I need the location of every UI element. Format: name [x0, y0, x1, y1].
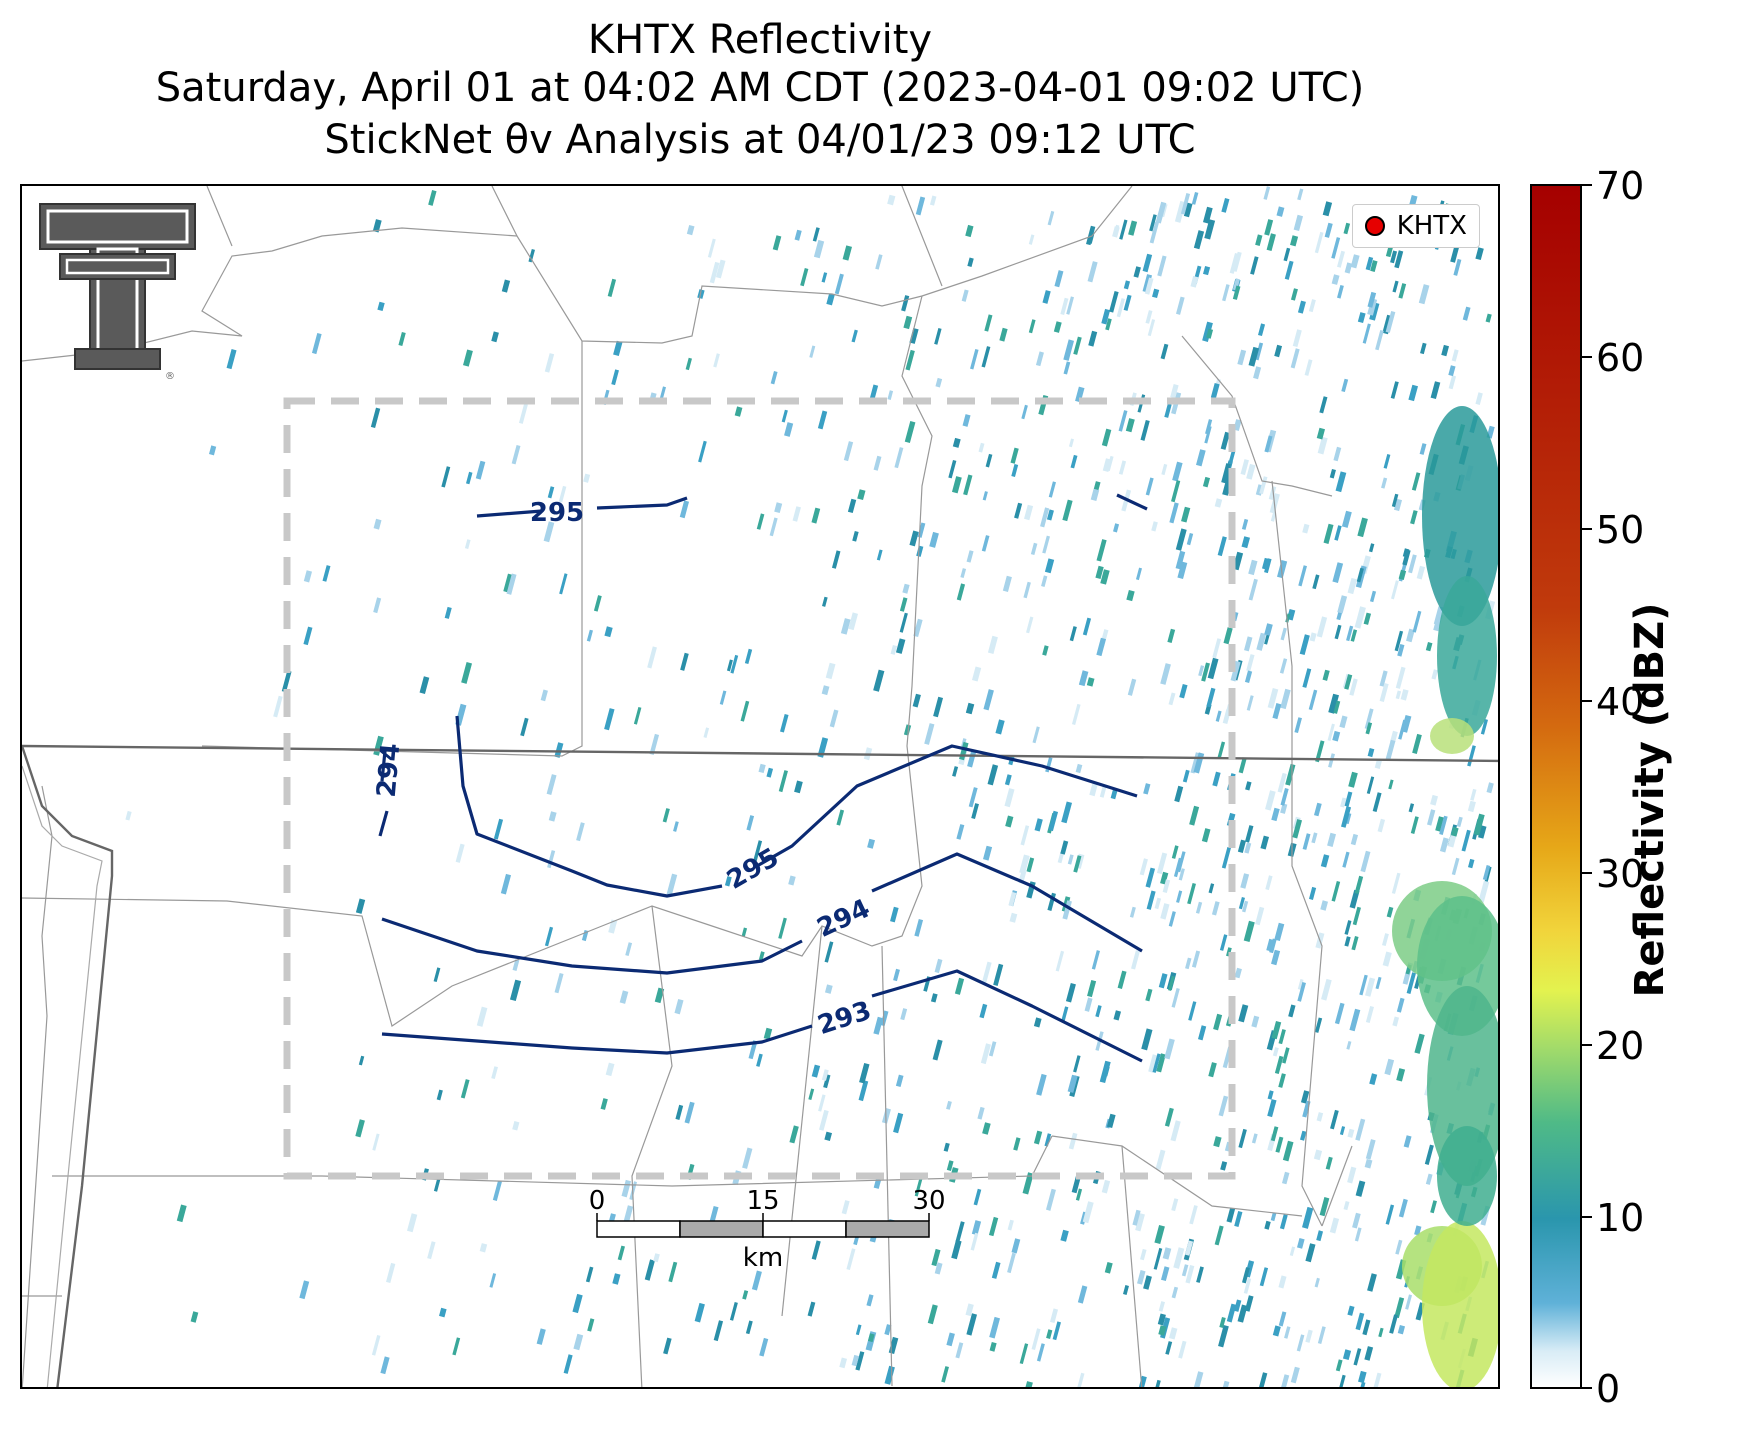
scale-tick-label: 0	[589, 1186, 606, 1216]
colorbar-title: Reflectivity (dBZ)	[1627, 602, 1673, 998]
colorbar-tick-label: 70	[1596, 164, 1645, 208]
colorbar-tick-label: 10	[1596, 1196, 1645, 1240]
contour-295-south	[756, 744, 1138, 868]
colorbar-tick-label: 20	[1596, 1024, 1645, 1068]
contour-label: 294	[813, 894, 875, 944]
scale-bar: 0 15 30 km	[589, 1186, 946, 1273]
radar-site-marker-icon	[1364, 216, 1385, 236]
contour-label: 295	[530, 498, 584, 528]
texas-tech-double-t-logo: ®	[39, 203, 196, 382]
title-analysis: StickNet θv Analysis at 04/01/23 09:12 U…	[324, 117, 1196, 163]
scale-tick-label: 15	[746, 1186, 779, 1216]
state-borders	[22, 744, 1498, 1387]
contour-294-south	[381, 852, 1143, 975]
colorbar-tick-label: 50	[1596, 508, 1645, 552]
legend-label: KHTX	[1396, 211, 1467, 241]
reflectivity-echoes	[125, 186, 1498, 1387]
contour-294-west	[378, 715, 723, 898]
colorbar-tick-label: 0	[1596, 1367, 1621, 1411]
colorbar-tick-label: 30	[1596, 852, 1645, 896]
state-border-inner	[22, 765, 103, 1387]
map-legend: KHTX	[1351, 204, 1480, 248]
map-canvas: 295 294 295 294 293 ® 0	[22, 186, 1498, 1387]
contour-labels: 295 294 295 294 293	[372, 498, 875, 1041]
colorbar-tick-label: 60	[1596, 336, 1645, 380]
contour-label: 294	[372, 742, 407, 799]
contour-293	[381, 969, 1143, 1063]
radar-map[interactable]: 295 294 295 294 293 ® 0	[20, 184, 1500, 1389]
contour-label: 295	[722, 843, 784, 896]
scale-tick-label: 30	[912, 1186, 945, 1216]
colorbar-tick-label: 40	[1596, 680, 1645, 724]
svg-text:®: ®	[165, 371, 175, 382]
contour-label: 293	[814, 996, 875, 1041]
contour-295-north	[476, 496, 688, 518]
contour-stub-ne	[1116, 493, 1148, 511]
title-radar: KHTX Reflectivity	[587, 17, 933, 63]
county-borders	[22, 186, 1353, 1387]
scale-unit-label: km	[743, 1243, 783, 1273]
analysis-domain-box	[283, 397, 1236, 1180]
title-datetime: Saturday, April 01 at 04:02 AM CDT (2023…	[155, 65, 1365, 111]
reflectivity-colorbar	[1530, 184, 1582, 1389]
contour-lines	[378, 493, 1148, 1063]
